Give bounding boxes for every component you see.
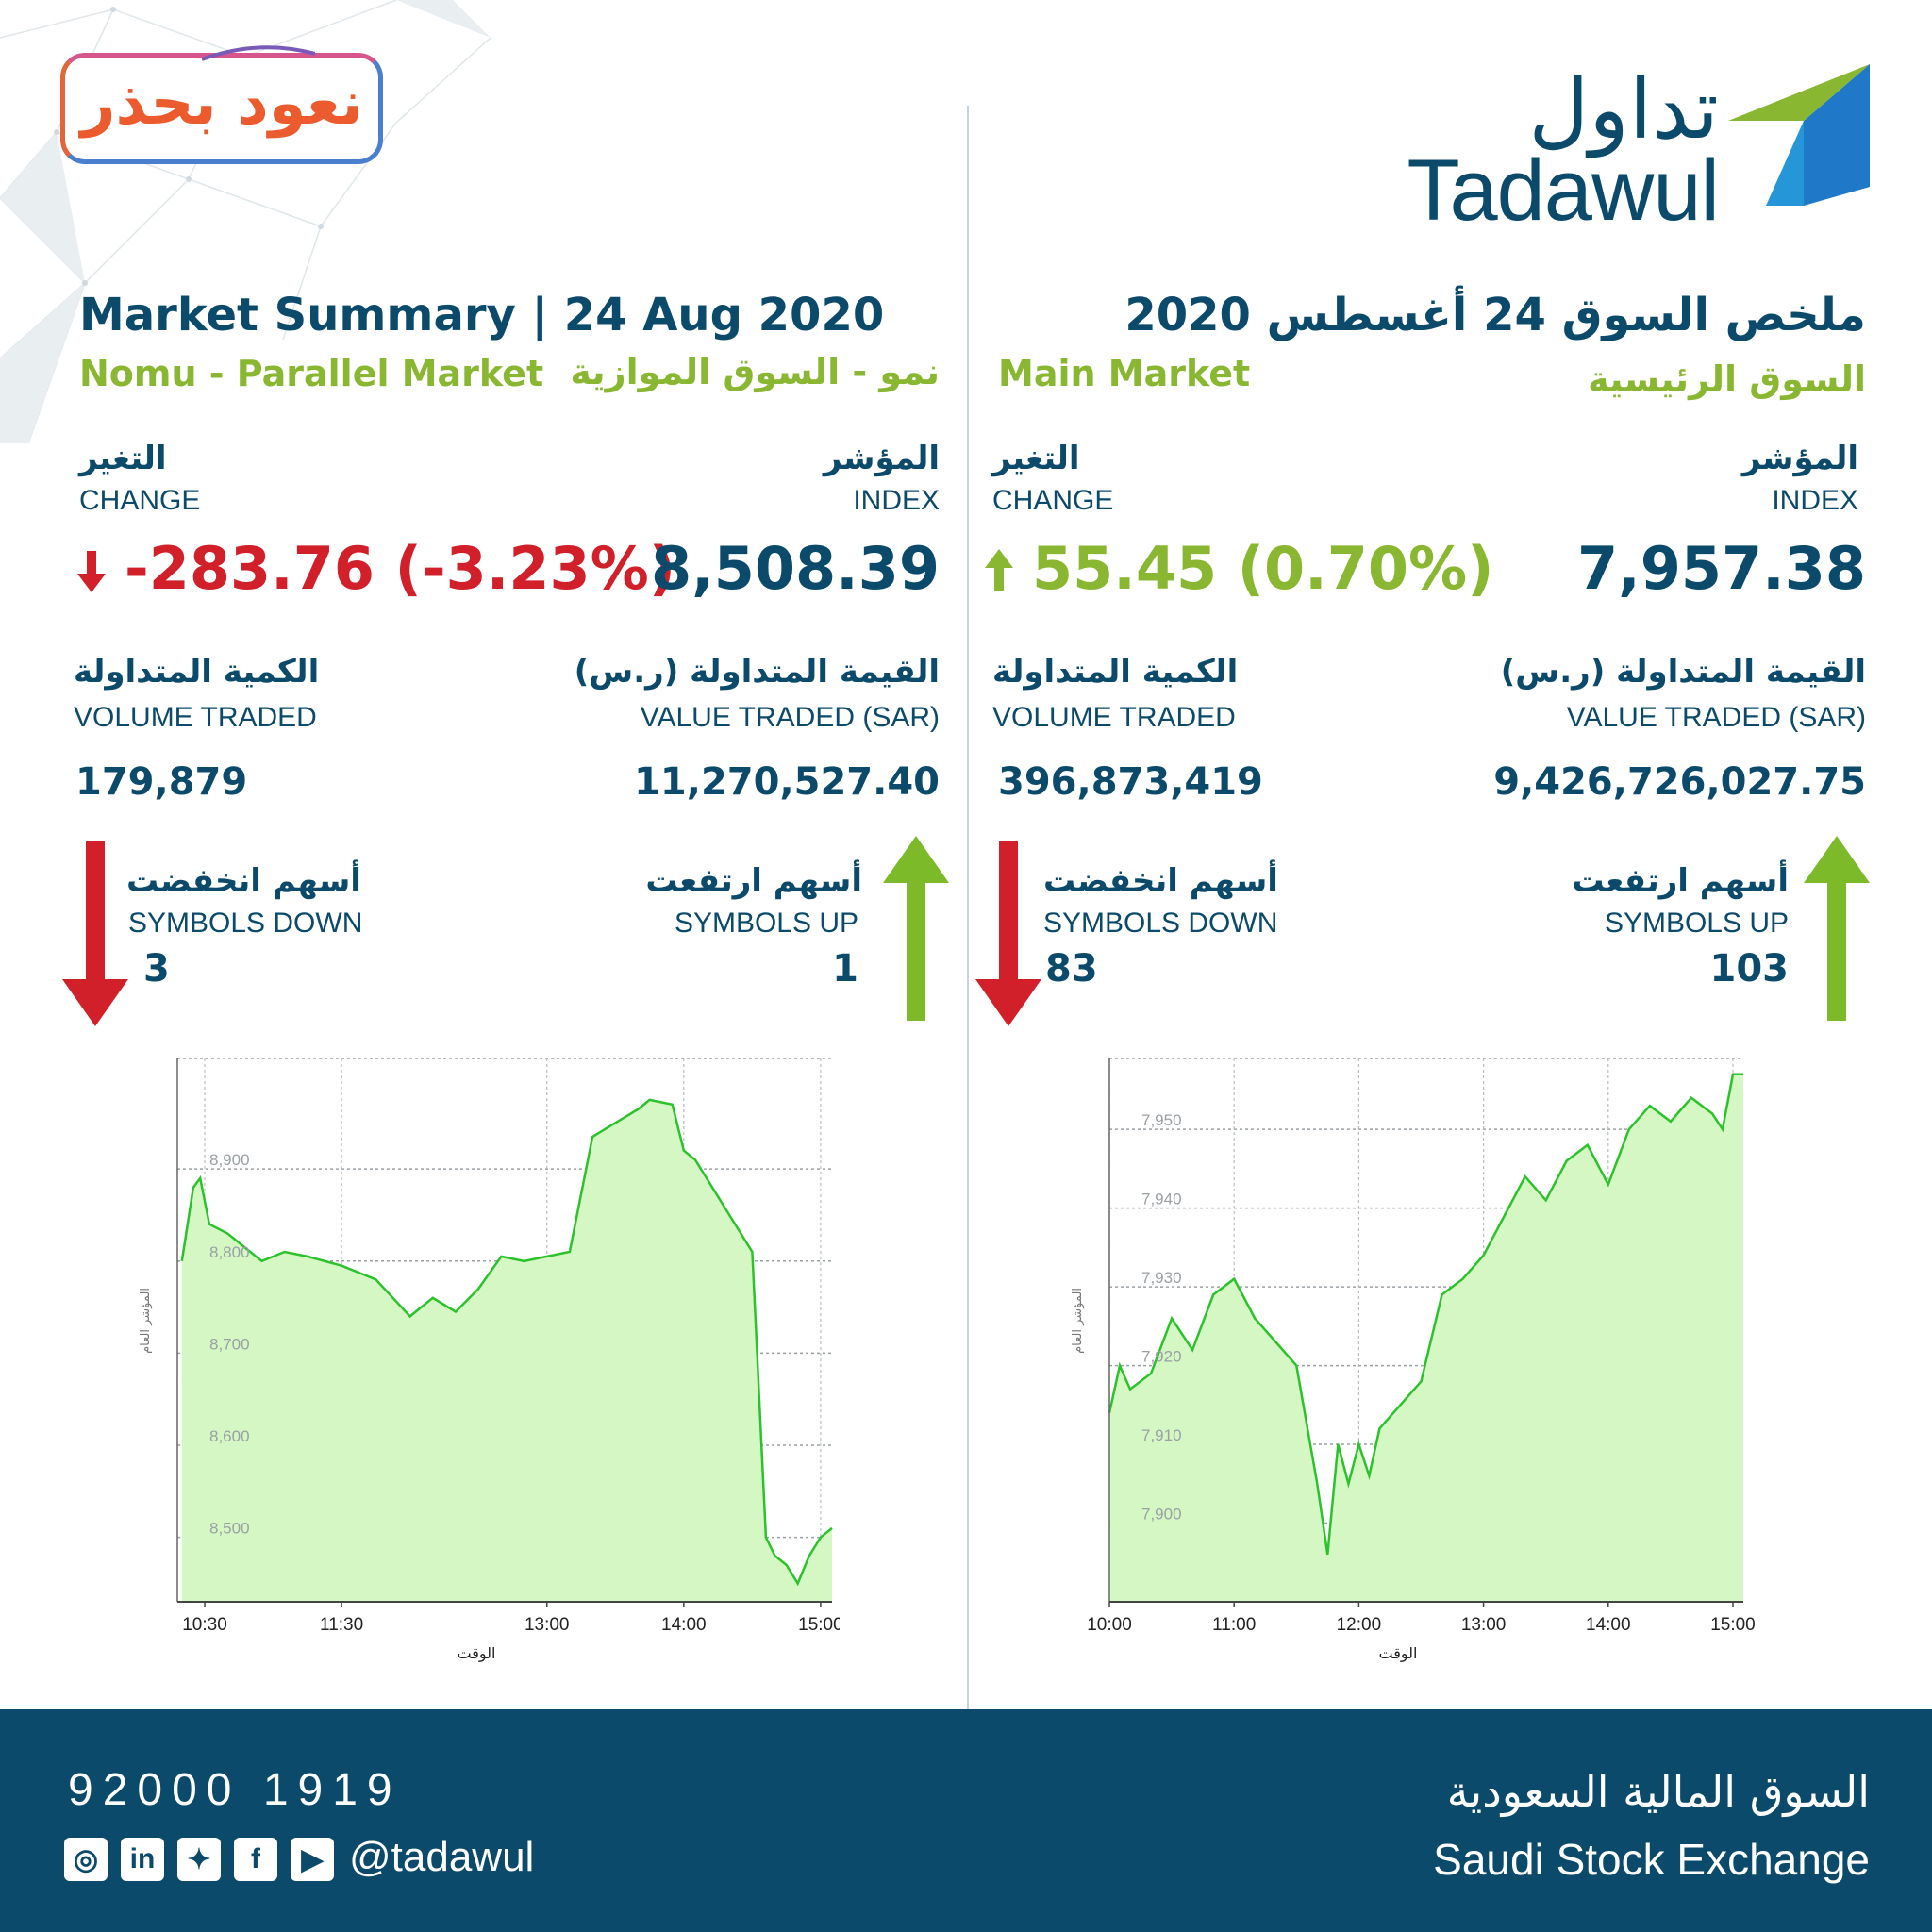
nomu-symbols-down-label-ar: أسهم انخفضت bbox=[126, 862, 361, 900]
main-value-traded-label-en: VALUE TRADED (SAR) bbox=[1566, 702, 1866, 733]
y-tick-label: 7,920 bbox=[1141, 1348, 1182, 1366]
x-tick-label: 11:00 bbox=[1212, 1615, 1256, 1635]
nomu-symbols-down-count: 3 bbox=[143, 947, 170, 991]
main-index-chart: 7,900 7,910 7,920 7,930 7,940 7,950 10:00 11:00… bbox=[1071, 1058, 1756, 1663]
main-volume-label-ar: الكمية المتداولة bbox=[992, 653, 1239, 691]
y-axis-title: المؤشر العام bbox=[1071, 1288, 1085, 1354]
y-tick-label: 8,700 bbox=[209, 1335, 250, 1353]
main-change-up-icon bbox=[985, 549, 1013, 591]
y-tick-label: 7,910 bbox=[1141, 1426, 1182, 1444]
nomu-value-traded: 11,270,527.40 bbox=[634, 760, 940, 804]
main-volume-value: 396,873,419 bbox=[998, 760, 1263, 804]
campaign-text: نعود بحذر bbox=[80, 69, 364, 139]
nomu-symbols-up-label-ar: أسهم ارتفعت bbox=[645, 862, 862, 900]
main-symbols-up-arrow-icon bbox=[1804, 836, 1870, 1021]
title-arabic: ملخص السوق 24 أغسطس 2020 bbox=[1124, 289, 1866, 341]
x-axis-title: الوقت bbox=[1379, 1644, 1418, 1663]
nomu-change-label-ar: التغير bbox=[79, 440, 167, 477]
main-symbols-up-count: 103 bbox=[1709, 947, 1790, 991]
x-tick-label: 10:00 bbox=[1087, 1615, 1132, 1635]
x-tick-label: 10:30 bbox=[182, 1615, 227, 1635]
nomu-symbols-up-label-en: SYMBOLS UP bbox=[674, 908, 858, 939]
instagram-icon[interactable]: ◎ bbox=[64, 1838, 108, 1881]
x-tick-label: 11:30 bbox=[320, 1615, 363, 1635]
nomu-index-value: 8,508.39 bbox=[651, 534, 940, 603]
nomu-change-value: -283.76 (-3.23%) bbox=[125, 534, 676, 603]
column-divider bbox=[967, 106, 969, 1709]
x-axis-title: الوقت bbox=[458, 1644, 496, 1663]
chart-area-fill bbox=[181, 1099, 833, 1602]
y-axis-title: المؤشر العام bbox=[139, 1288, 153, 1354]
main-volume-label-en: VOLUME TRADED bbox=[992, 702, 1236, 733]
phone-number: 92000 1919 bbox=[68, 1765, 402, 1815]
x-tick-label: 12:00 bbox=[1337, 1615, 1382, 1635]
chart-series-line bbox=[180, 1098, 833, 1587]
nomu-value-traded-label-ar: القيمة المتداولة (ر.س) bbox=[574, 653, 940, 691]
footer-bar: 92000 1919 ◎ in ✦ f ▶ @tadawul السوق الم… bbox=[0, 1709, 1932, 1932]
twitter-icon[interactable]: ✦ bbox=[177, 1838, 221, 1881]
y-tick-label: 8,800 bbox=[209, 1243, 250, 1261]
campaign-badge: نعود بحذر bbox=[60, 45, 383, 164]
chart-series-line bbox=[1108, 1073, 1743, 1556]
main-change-label-en: CHANGE bbox=[992, 485, 1114, 516]
main-name-en: Main Market bbox=[998, 353, 1251, 394]
title-english: Market Summary | 24 Aug 2020 bbox=[79, 289, 885, 341]
nomu-value-traded-label-en: VALUE TRADED (SAR) bbox=[640, 702, 940, 733]
main-symbols-up-label-en: SYMBOLS UP bbox=[1604, 908, 1789, 939]
y-tick-label: 7,940 bbox=[1141, 1191, 1182, 1208]
x-tick-label: 14:00 bbox=[1586, 1615, 1631, 1635]
x-tick-label: 13:00 bbox=[525, 1615, 570, 1635]
y-tick-label: 8,500 bbox=[209, 1520, 250, 1538]
main-name-ar: السوق الرئيسية bbox=[1588, 358, 1866, 400]
swoosh-decoration bbox=[202, 45, 315, 61]
y-tick-label: 7,950 bbox=[1141, 1111, 1182, 1129]
y-tick-label: 8,600 bbox=[209, 1427, 250, 1445]
chart-area-fill bbox=[1109, 1074, 1743, 1602]
nomu-name-ar: نمو - السوق الموازية bbox=[570, 351, 940, 392]
nomu-symbols-up-count: 1 bbox=[832, 947, 858, 991]
nomu-volume-value: 179,879 bbox=[75, 760, 248, 804]
main-symbols-down-count: 83 bbox=[1045, 947, 1098, 991]
y-tick-label: 8,900 bbox=[209, 1151, 250, 1169]
nomu-symbols-down-label-en: SYMBOLS DOWN bbox=[128, 908, 363, 939]
main-change-value: 55.45 (0.70%) bbox=[1032, 534, 1494, 603]
nomu-index-label-en: INDEX bbox=[853, 485, 940, 516]
main-symbols-up-label-ar: أسهم ارتفعت bbox=[1572, 862, 1789, 900]
nomu-index-label-ar: المؤشر bbox=[823, 440, 940, 477]
main-symbols-down-label-ar: أسهم انخفضت bbox=[1043, 862, 1278, 900]
main-index-label-en: INDEX bbox=[1772, 485, 1858, 516]
nomu-change-down-icon bbox=[77, 551, 106, 592]
youtube-icon[interactable]: ▶ bbox=[291, 1838, 334, 1881]
main-index-value: 7,957.38 bbox=[1577, 534, 1866, 603]
logo-arabic-text: تداول bbox=[1528, 60, 1719, 158]
x-tick-label: 15:00 bbox=[1710, 1615, 1756, 1635]
main-symbols-down-label-en: SYMBOLS DOWN bbox=[1043, 908, 1278, 939]
social-links: ◎ in ✦ f ▶ bbox=[64, 1836, 334, 1883]
x-tick-label: 15:00 bbox=[798, 1615, 840, 1635]
nomu-name-en: Nomu - Parallel Market bbox=[79, 353, 544, 394]
main-index-label-ar: المؤشر bbox=[1741, 440, 1858, 477]
nomu-volume-label-en: VOLUME TRADED bbox=[74, 702, 317, 733]
nomu-index-chart: 8,500 8,600 8,700 8,800 8,900 10:30 11:30 13:00… bbox=[139, 1058, 840, 1663]
facebook-icon[interactable]: f bbox=[234, 1838, 277, 1881]
linkedin-icon[interactable]: in bbox=[121, 1838, 164, 1881]
main-symbols-down-arrow-icon bbox=[975, 841, 1041, 1026]
y-tick-label: 7,930 bbox=[1141, 1269, 1182, 1287]
nomu-symbols-up-arrow-icon bbox=[883, 836, 949, 1021]
tadawul-logo: تداول Tadawul bbox=[1407, 60, 1870, 234]
exchange-name-en: Saudi Stock Exchange bbox=[1433, 1835, 1870, 1884]
main-value-traded: 9,426,726,027.75 bbox=[1493, 760, 1866, 804]
logo-english-text: Tadawul bbox=[1407, 142, 1720, 239]
x-tick-label: 13:00 bbox=[1461, 1615, 1507, 1635]
x-tick-label: 14:00 bbox=[661, 1615, 707, 1635]
nomu-symbols-down-arrow-icon bbox=[62, 841, 128, 1026]
main-value-traded-label-ar: القيمة المتداولة (ر.س) bbox=[1500, 653, 1866, 691]
logo-mark-icon bbox=[1728, 64, 1870, 206]
y-tick-label: 7,900 bbox=[1141, 1506, 1182, 1524]
main-change-label-ar: التغير bbox=[992, 440, 1080, 477]
nomu-volume-label-ar: الكمية المتداولة bbox=[74, 653, 320, 691]
nomu-change-label-en: CHANGE bbox=[79, 485, 201, 516]
exchange-name-ar: السوق المالية السعودية bbox=[1446, 1766, 1870, 1817]
social-handle[interactable]: @tadawul bbox=[349, 1834, 535, 1880]
